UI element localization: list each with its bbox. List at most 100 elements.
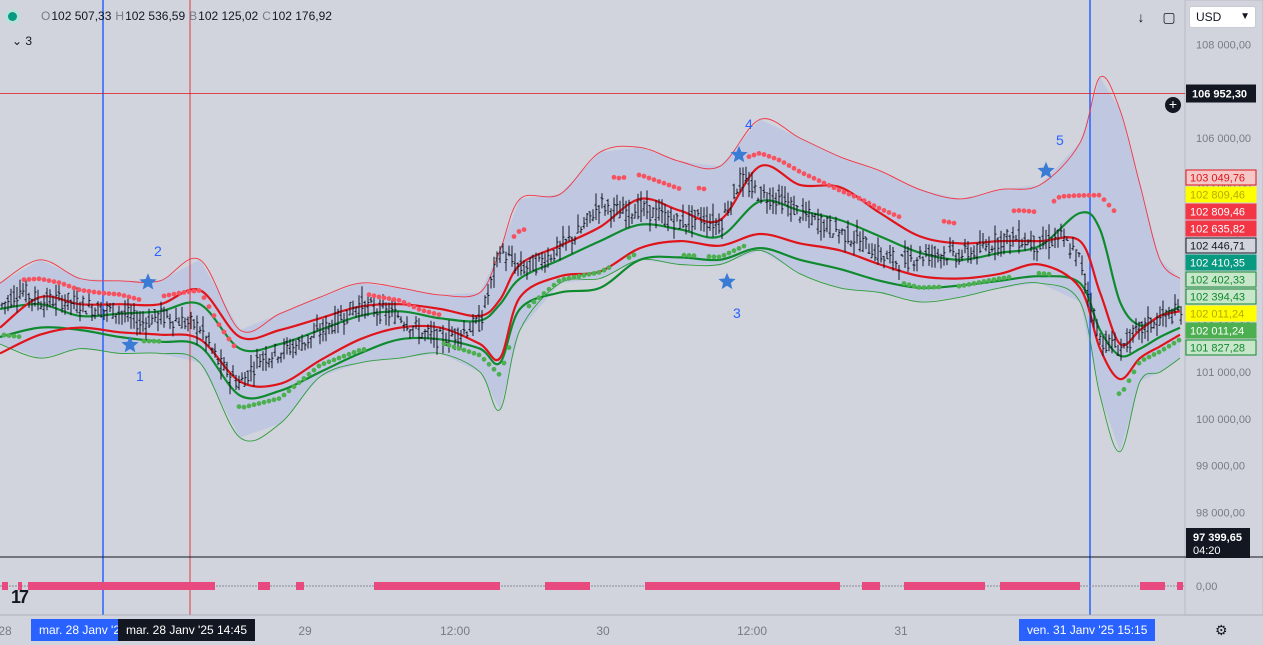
ohlc-bar <box>279 352 283 363</box>
sar-dot-green <box>711 254 717 260</box>
ohlc-bar <box>6 295 10 312</box>
sar-dot-red <box>406 302 412 308</box>
ohlc-bar <box>765 192 769 214</box>
ohlc-bar <box>672 214 676 239</box>
ohlc-bar <box>1011 226 1015 247</box>
ohlc-bar <box>159 301 163 325</box>
tradingview-logo-icon[interactable]: 17 <box>11 587 29 607</box>
sar-dot-red <box>821 180 827 186</box>
ohlc-bar <box>357 295 361 322</box>
oscillator-segment <box>1000 582 1080 590</box>
sar-dot-red <box>806 173 812 179</box>
plus-icon[interactable]: + <box>1165 97 1181 113</box>
fullscreen-icon[interactable]: ▢ <box>1162 9 1176 25</box>
sar-dot-green <box>936 284 942 290</box>
ohlc-bar <box>720 218 724 239</box>
ohlc-bar <box>201 316 205 340</box>
ohlc-bar <box>312 322 316 339</box>
sar-dot-red <box>881 208 887 213</box>
ohlc-bar <box>84 310 88 315</box>
ohlc-bar <box>552 249 556 262</box>
y-tick-label: 106 000,00 <box>1196 133 1251 145</box>
ohlc-bar <box>1023 232 1027 251</box>
ohlc-bar <box>798 216 802 224</box>
ohlc-bar <box>1092 308 1096 328</box>
price-label-text: 102 011,24 <box>1190 309 1244 321</box>
ohlc-bar <box>60 295 64 313</box>
ohlc-bar <box>417 318 421 345</box>
ohlc-bar <box>42 294 46 318</box>
ohlc-bar <box>1074 249 1078 267</box>
ohlc-bar <box>927 244 931 266</box>
sar-dot-green <box>626 255 632 260</box>
ohlc-bar <box>582 217 586 229</box>
sar-dot-red <box>871 203 877 209</box>
ohlc-bar <box>522 260 526 275</box>
ohlc-bar <box>921 256 925 267</box>
sar-dot-green <box>736 246 742 251</box>
ohlc-bar <box>192 319 196 330</box>
ohlc-bar <box>249 354 253 382</box>
down-arrow-icon[interactable]: ↓ <box>1137 9 1145 25</box>
price-label-text: 102 809,46 <box>1190 190 1245 202</box>
ohlc-bar <box>1176 299 1180 311</box>
sar-dot-red <box>696 185 702 191</box>
ohlc-bar <box>825 215 829 233</box>
sar-dot-green <box>1116 391 1122 397</box>
sar-dot-green <box>321 361 327 367</box>
oscillator-segment <box>545 582 590 590</box>
sar-dot-red <box>391 297 397 302</box>
x-tick-label: 29 <box>298 624 312 638</box>
sar-dot-red <box>206 304 212 309</box>
annotation-label-4: 4 <box>745 116 753 132</box>
indicators-toggle[interactable]: ⌄ 3 <box>12 34 32 48</box>
ohlc-bar <box>936 248 940 263</box>
ohlc-bar <box>234 374 238 390</box>
ohlc-bar <box>114 313 118 324</box>
ohlc-bar <box>558 240 562 261</box>
open-key: O <box>41 9 51 23</box>
ohlc-bar <box>264 346 268 371</box>
ohlc-bar <box>246 370 250 385</box>
ohlc-bar <box>1137 321 1141 340</box>
price-label-box <box>1185 305 1257 322</box>
ohlc-bar <box>495 251 499 268</box>
ohlc-bar <box>432 321 436 348</box>
sar-dot-red <box>1091 192 1097 198</box>
ohlc-bar <box>273 343 277 357</box>
ohlc-bar <box>423 329 427 342</box>
sar-dot-red <box>61 281 67 287</box>
ohlc-bar <box>999 230 1003 257</box>
crosshair-price-box <box>1186 84 1256 103</box>
ohlc-bar <box>1035 248 1039 262</box>
ohlc-bar <box>993 225 997 261</box>
star-icon <box>718 272 736 290</box>
ohlc-bar <box>1140 321 1144 344</box>
price-label-box <box>1185 237 1257 254</box>
ohlc-bar <box>546 247 550 268</box>
ohlc-bar <box>99 301 103 318</box>
ohlc-bar <box>327 322 331 335</box>
sar-dot-red <box>1011 208 1017 214</box>
ohlc-bar <box>333 305 337 334</box>
sar-dot-red <box>1056 194 1062 200</box>
sar-dot-red <box>136 297 142 302</box>
ohlc-bar <box>933 245 937 268</box>
gear-icon[interactable]: ⚙ <box>1215 622 1228 638</box>
ohlc-bar <box>918 246 922 260</box>
ohlc-bar <box>1038 236 1042 250</box>
ohlc-bar <box>90 303 94 321</box>
currency-select[interactable]: USD ▼ <box>1189 6 1256 28</box>
ohlc-bar <box>1113 332 1117 348</box>
sar-dot-green <box>1161 346 1167 352</box>
ohlc-bar <box>1065 236 1069 241</box>
sar-dot-green <box>1166 343 1172 349</box>
ohlc-bar <box>198 326 202 334</box>
sar-dot-red <box>801 171 807 177</box>
sar-dot-red <box>1076 193 1082 198</box>
ohlc-bar <box>165 309 169 319</box>
price-label-box <box>1185 220 1257 237</box>
ohlc-bar <box>801 198 805 221</box>
ohlc-bar <box>1077 252 1081 258</box>
